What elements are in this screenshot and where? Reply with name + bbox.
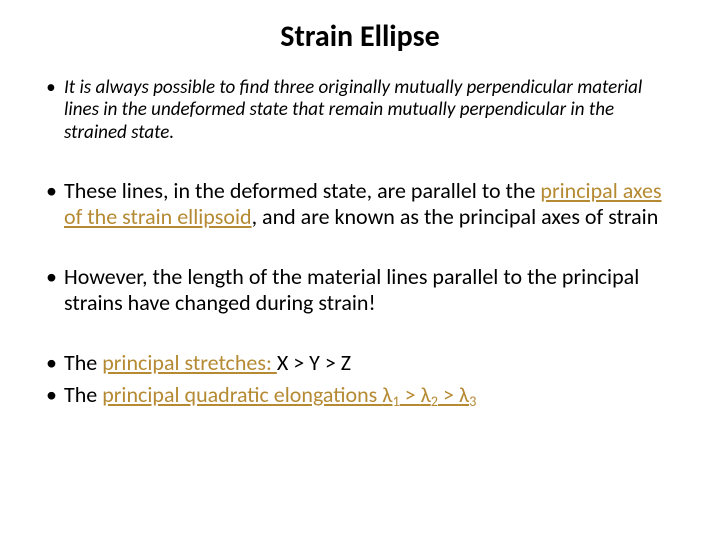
lambda-1: λ [382, 381, 392, 408]
gt-1: > [400, 381, 421, 408]
sub-1: 1 [392, 392, 399, 410]
bullet-1: It is always possible to find three orig… [40, 77, 680, 144]
slide: Strain Ellipse It is always possible to … [0, 0, 720, 540]
bullet-4-post: X > Y > Z [277, 349, 351, 376]
bullet-3-text: However, the length of the material line… [64, 263, 639, 316]
bullet-3: However, the length of the material line… [40, 264, 680, 316]
bullet-2-post: , and are known as the principal axes of… [252, 203, 659, 230]
lambda-2: λ [421, 381, 431, 408]
bullet-list: It is always possible to find three orig… [40, 77, 680, 409]
slide-title: Strain Ellipse [40, 18, 680, 55]
bullet-5: The principal quadratic elongations λ1 >… [40, 382, 680, 409]
lambda-3: λ [459, 381, 469, 408]
bullet-4-accent: principal stretches: [102, 349, 277, 376]
bullet-1-text: It is always possible to find three orig… [64, 76, 642, 144]
bullet-2-pre: These lines, in the deformed state, are … [64, 177, 540, 204]
bullet-4-pre: The [64, 349, 102, 376]
bullet-5-accent: principal quadratic elongations λ1 > λ2 … [102, 381, 476, 408]
bullet-2: These lines, in the deformed state, are … [40, 178, 680, 230]
sub-2: 2 [431, 392, 438, 410]
sub-3: 3 [469, 392, 476, 410]
bullet-5-accent-text: principal quadratic elongations [102, 381, 382, 408]
gt-2: > [438, 381, 459, 408]
bullet-4: The principal stretches: X > Y > Z [40, 350, 680, 376]
bullet-5-pre: The [64, 381, 102, 408]
